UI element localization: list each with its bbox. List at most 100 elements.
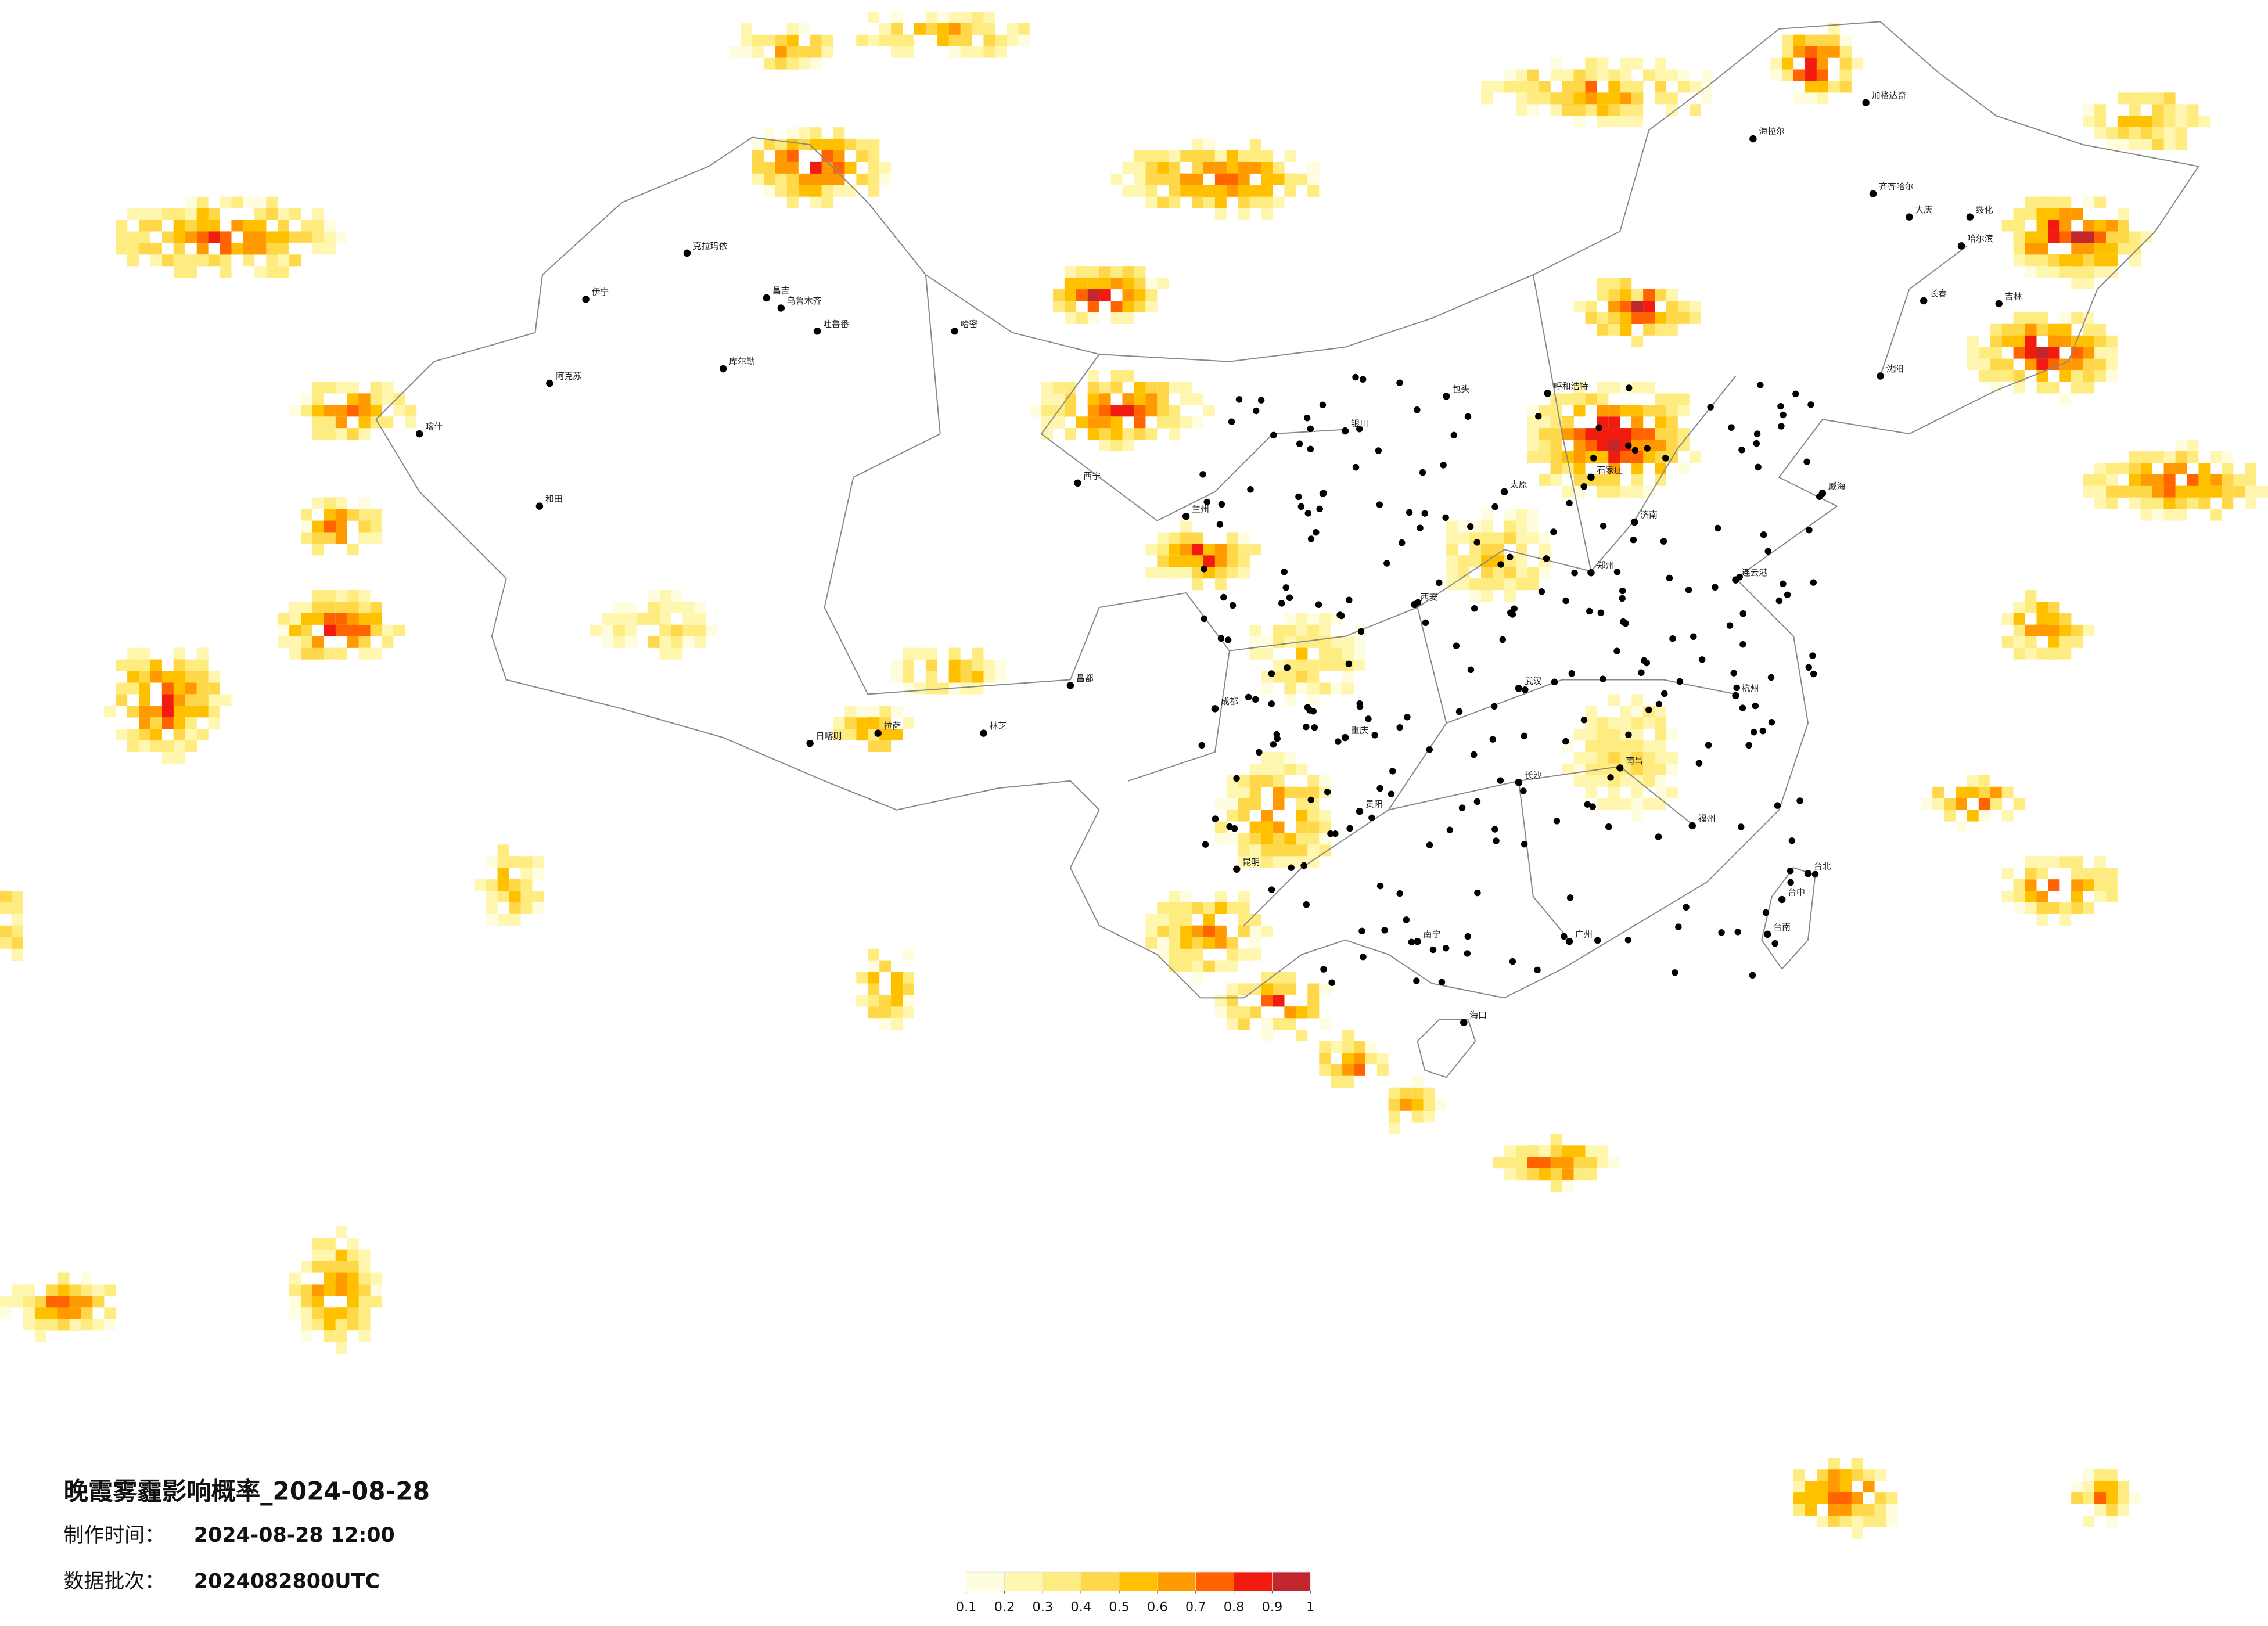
heat-cell bbox=[1354, 1064, 1365, 1076]
heat-cell bbox=[1157, 532, 1169, 544]
heat-cell bbox=[2083, 347, 2095, 359]
heat-cell bbox=[1585, 81, 1597, 93]
city-dot bbox=[1995, 300, 2003, 308]
heat-cell bbox=[81, 1307, 93, 1319]
heat-cell bbox=[2025, 347, 2037, 359]
heat-cell bbox=[2013, 254, 2025, 267]
heat-cell bbox=[694, 624, 706, 636]
heat-cell bbox=[1169, 555, 1181, 567]
heat-cell bbox=[1655, 706, 1666, 718]
heat-cell bbox=[1527, 451, 1539, 463]
city-dot bbox=[535, 502, 544, 510]
heat-cell bbox=[1573, 451, 1586, 463]
heat-cell bbox=[2071, 208, 2083, 220]
heat-cell bbox=[1157, 161, 1169, 174]
heat-cell bbox=[185, 717, 197, 729]
heat-cell bbox=[11, 902, 23, 914]
heat-cell bbox=[312, 1307, 324, 1319]
heat-cell bbox=[1192, 544, 1204, 556]
heat-cell bbox=[301, 602, 312, 613]
heat-cell bbox=[1192, 416, 1204, 429]
heat-cell bbox=[1064, 405, 1076, 417]
heat-cell bbox=[1273, 972, 1285, 984]
station-dot bbox=[1311, 724, 1318, 731]
heat-cell bbox=[1180, 416, 1192, 429]
heat-cell bbox=[324, 1319, 336, 1331]
heat-cell bbox=[2129, 104, 2141, 116]
heat-cell bbox=[1238, 798, 1250, 810]
station-dot bbox=[1470, 751, 1478, 758]
heat-cell bbox=[1192, 393, 1204, 405]
heat-cell bbox=[1192, 185, 1204, 197]
heat-cell bbox=[173, 729, 185, 741]
heat-cell bbox=[1666, 405, 1678, 417]
heat-cell bbox=[903, 995, 914, 1007]
heat-cell bbox=[1238, 786, 1250, 798]
heat-cell bbox=[2210, 485, 2222, 498]
heat-cell bbox=[2071, 254, 2083, 267]
heat-cell bbox=[821, 196, 833, 208]
heat-cell bbox=[301, 1284, 312, 1296]
heat-cell bbox=[1839, 57, 1852, 70]
station-dot bbox=[1404, 714, 1411, 721]
heat-cell bbox=[370, 520, 382, 533]
heat-cell bbox=[2013, 879, 2025, 891]
station-dot bbox=[1403, 916, 1410, 923]
heat-cell bbox=[1562, 462, 1574, 474]
heat-cell bbox=[1631, 474, 1644, 486]
heat-cell bbox=[1203, 544, 1215, 556]
station-dot bbox=[1304, 510, 1312, 517]
heat-cell bbox=[57, 1307, 70, 1319]
heat-cell bbox=[1504, 1157, 1516, 1169]
station-dot bbox=[1745, 742, 1752, 749]
heat-cell bbox=[1677, 69, 1690, 81]
heat-cell bbox=[1839, 81, 1852, 93]
heat-cell bbox=[2222, 497, 2234, 509]
station-dot bbox=[1376, 882, 1384, 890]
heat-cell bbox=[1677, 301, 1690, 312]
station-dot bbox=[1245, 693, 1252, 701]
city-dot bbox=[1544, 390, 1551, 397]
heat-cell bbox=[1273, 636, 1285, 648]
heat-cell bbox=[1631, 416, 1644, 429]
heat-cell bbox=[266, 231, 278, 243]
heat-cell bbox=[1169, 937, 1181, 949]
heat-cell bbox=[173, 208, 185, 220]
heat-cell bbox=[1099, 440, 1111, 452]
heat-cell bbox=[324, 1238, 336, 1250]
heat-cell bbox=[786, 173, 799, 185]
heat-cell bbox=[150, 706, 162, 718]
heat-cell bbox=[139, 694, 151, 706]
heat-cell bbox=[2129, 462, 2141, 474]
heat-cell bbox=[960, 11, 972, 23]
heat-cell bbox=[393, 393, 405, 405]
heat-cell bbox=[173, 752, 185, 764]
heat-cell bbox=[1214, 821, 1227, 833]
heat-cell bbox=[2048, 231, 2060, 243]
city-dot bbox=[1616, 764, 1624, 772]
heat-cell bbox=[254, 243, 267, 255]
heat-cell bbox=[1527, 1145, 1539, 1157]
heat-cell bbox=[995, 46, 1007, 58]
heat-cell bbox=[1354, 659, 1365, 671]
heat-cell bbox=[1296, 682, 1308, 695]
heat-cell bbox=[775, 150, 787, 162]
heat-cell bbox=[312, 231, 324, 243]
heat-cell bbox=[335, 1319, 347, 1331]
heat-cell bbox=[1203, 913, 1215, 926]
station-dot bbox=[1365, 715, 1372, 722]
station-dot bbox=[1491, 826, 1498, 833]
heat-cell bbox=[347, 624, 359, 636]
heat-cell bbox=[34, 1319, 46, 1331]
heat-cell bbox=[1214, 925, 1227, 937]
station-dot bbox=[1458, 804, 1466, 811]
station-dot bbox=[1270, 741, 1277, 748]
heat-cell bbox=[2198, 116, 2211, 128]
heat-cell bbox=[891, 983, 903, 995]
heat-cell bbox=[671, 647, 683, 660]
heat-cell bbox=[2001, 220, 2014, 232]
heat-cell bbox=[324, 428, 336, 440]
heat-cell bbox=[2059, 913, 2072, 926]
heat-cell bbox=[1180, 948, 1192, 961]
heat-cell bbox=[1284, 763, 1296, 775]
